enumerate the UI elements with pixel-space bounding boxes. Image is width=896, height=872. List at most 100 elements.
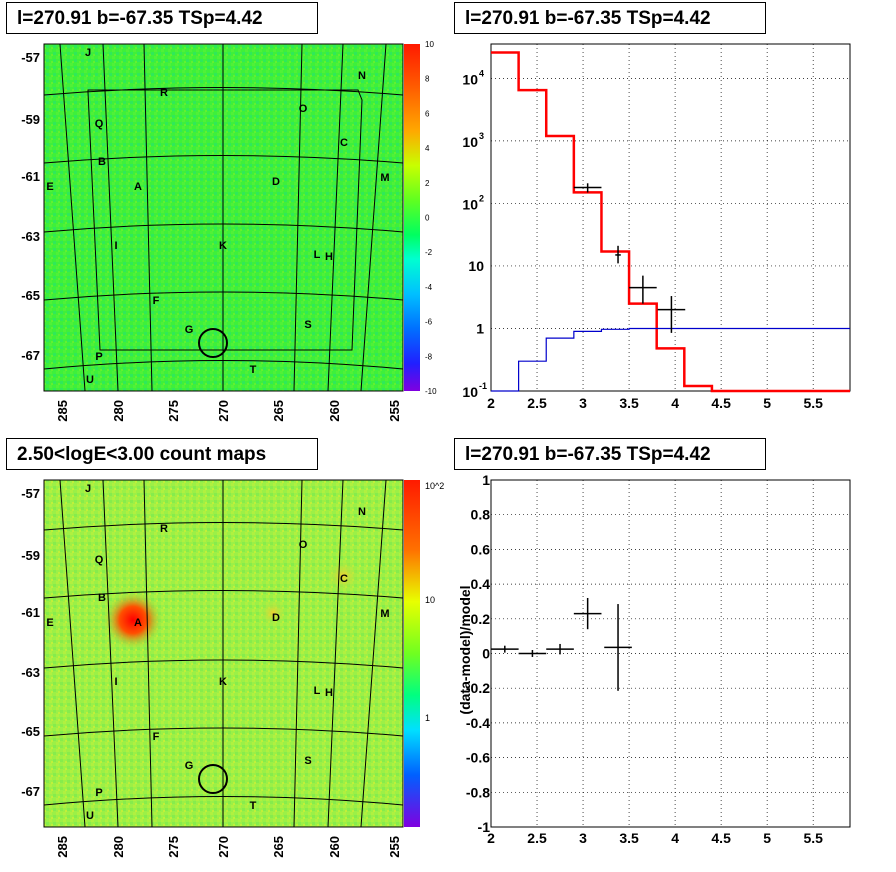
y-tick-label: 10 3 [462, 131, 484, 150]
y-tick-label: -61 [21, 169, 40, 184]
source-label-u: U [86, 374, 94, 386]
y-tick-label: 0 [482, 646, 490, 662]
y-tick-label: 10 4 [462, 68, 484, 87]
y-tick-label: 0.2 [471, 611, 491, 627]
x-tick-label: 3 [579, 830, 587, 846]
source-labels: J N R O Q C B M E A D I K L H F G S P T U [46, 483, 389, 822]
y-tick-label: -65 [21, 288, 40, 303]
source-label-d: D [272, 176, 280, 188]
ratio-x-ticks: 2 2.5 3 3.5 4 4.5 5 5.5 [487, 830, 823, 846]
y-tick-label: -0.8 [466, 784, 490, 800]
source-label-q: Q [95, 554, 104, 566]
y-tick-label: -0.2 [466, 680, 490, 696]
source-label-o: O [299, 103, 308, 115]
y-tick-label: -63 [21, 229, 40, 244]
ratio-frame [490, 479, 851, 828]
map-grid [43, 43, 404, 392]
count-map-title: 2.50<logE<3.00 count maps [6, 438, 318, 470]
x-tick-label: 260 [327, 836, 342, 858]
source-label-j: J [85, 483, 91, 495]
colorbar-tick: 10^2 [425, 481, 444, 491]
x-tick-label: 2.5 [527, 830, 547, 846]
x-tick-label: 270 [216, 400, 231, 422]
count-map: J N R O Q C B M E A D I K L H F G S P T U 285 280 275 270 265 260… [21, 479, 444, 858]
source-label-e: E [46, 617, 53, 629]
y-tick-exp: 4 [479, 68, 484, 78]
x-tick-label: 285 [55, 836, 70, 858]
x-tick-label: 2 [487, 830, 495, 846]
source-label-e: E [46, 181, 53, 193]
colorbar-tick: 2 [425, 179, 430, 188]
colorbar-tick: 10 [425, 40, 434, 49]
colorbar [404, 44, 420, 391]
source-label-a: A [134, 617, 142, 629]
y-tick-text: 10 [468, 258, 484, 274]
source-label-m: M [380, 608, 389, 620]
source-label-o: O [299, 539, 308, 551]
x-tick-label: 260 [327, 400, 342, 422]
y-tick-label: -57 [21, 50, 40, 65]
source-label-l: L [314, 249, 321, 261]
source-label-p: P [95, 351, 102, 363]
y-tick-label: -0.4 [466, 715, 490, 731]
colorbar-tick: 0 [425, 214, 430, 223]
warm-spot-d [259, 599, 287, 627]
colorbar-tick: 1 [425, 713, 430, 723]
x-tick-label: 4.5 [711, 830, 731, 846]
source-label-f: F [153, 731, 160, 743]
y-tick-label: -59 [21, 112, 40, 127]
ratio-y-axis-label: (data-model)/model [457, 585, 473, 714]
y-tick-label: -0.6 [466, 750, 490, 766]
colorbar-tick: -6 [425, 318, 433, 327]
y-tick-label: 10 [468, 258, 484, 274]
source-label-i: I [114, 676, 117, 688]
source-label-l: L [314, 685, 321, 697]
source-label-h: H [325, 251, 333, 263]
source-label-i: I [114, 240, 117, 252]
background-histogram [491, 327, 850, 392]
source-label-n: N [358, 70, 366, 82]
x-tick-label: 265 [271, 400, 286, 422]
y-tick-text: 1 [476, 320, 484, 336]
y-tick-label: -67 [21, 784, 40, 799]
source-label-g: G [185, 760, 194, 772]
model-histogram [491, 51, 850, 393]
source-label-d: D [272, 612, 280, 624]
colorbar-tick: 4 [425, 144, 430, 153]
colorbar-tick: 6 [425, 109, 430, 118]
x-tick-label: 255 [387, 400, 402, 422]
y-tick-label: -67 [21, 348, 40, 363]
source-label-b: B [98, 592, 106, 604]
x-tick-label: 280 [111, 836, 126, 858]
x-tick-label: 275 [166, 400, 181, 422]
source-label-s: S [304, 755, 311, 767]
x-tick-label: 280 [111, 400, 126, 422]
colorbar-tick: -10 [425, 387, 437, 396]
y-tick-base: 10 [462, 134, 478, 150]
map-grid [43, 479, 404, 828]
colorbar-tick: -8 [425, 352, 433, 361]
ratio-points [491, 597, 632, 691]
colorbar-tick: -2 [425, 248, 433, 257]
y-tick-label: 0.4 [471, 576, 491, 592]
y-tick-label: -57 [21, 486, 40, 501]
x-tick-label: 265 [271, 836, 286, 858]
y-tick-labels: -57 -59 -61 -63 -65 -67 [21, 50, 40, 363]
ratio-y-ticks: 1 0.8 0.6 0.4 0.2 0 -0.2 -0.4 -0.6 -0.8 -1 [466, 472, 490, 835]
colorbar [404, 480, 420, 827]
y-tick-label: -63 [21, 665, 40, 680]
y-tick-label: 0.6 [471, 541, 491, 557]
source-label-t: T [250, 800, 257, 812]
source-label-h: H [325, 687, 333, 699]
x-tick-label: 5 [763, 830, 771, 846]
colorbar-tick: 8 [425, 75, 430, 84]
source-label-k: K [219, 240, 227, 252]
x-tick-label: 5 [763, 395, 771, 411]
x-tick-label: 5.5 [803, 830, 823, 846]
y-tick-exp: 3 [479, 131, 484, 141]
source-label-g: G [185, 324, 194, 336]
y-tick-label: 10 -1 [462, 381, 487, 400]
source-label-b: B [98, 156, 106, 168]
y-tick-labels: -57 -59 -61 -63 -65 -67 [21, 486, 40, 799]
